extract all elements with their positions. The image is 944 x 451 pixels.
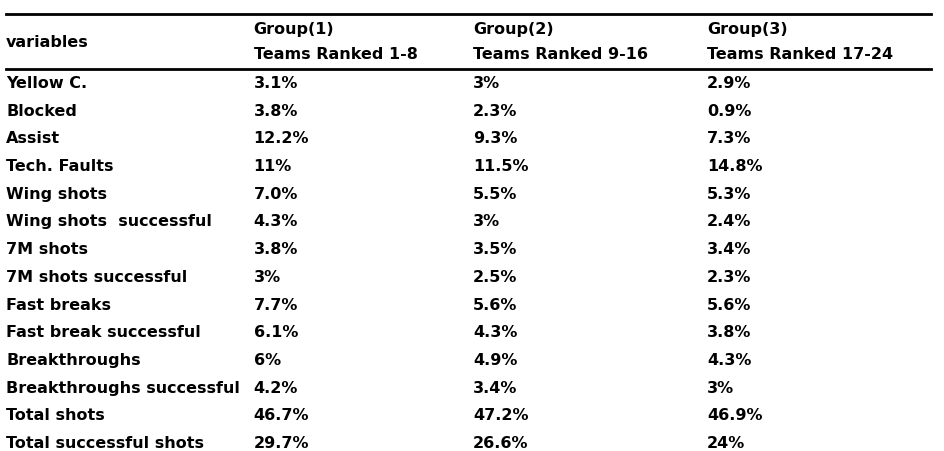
Text: Group(2): Group(2): [473, 23, 554, 37]
Text: 26.6%: 26.6%: [473, 435, 529, 450]
Text: Wing shots  successful: Wing shots successful: [6, 214, 212, 229]
Text: 7M shots successful: 7M shots successful: [6, 269, 187, 284]
Text: Yellow C.: Yellow C.: [6, 76, 87, 91]
Text: 3.4%: 3.4%: [707, 242, 751, 257]
Text: 11%: 11%: [254, 159, 292, 174]
Text: Blocked: Blocked: [6, 103, 76, 118]
Text: 47.2%: 47.2%: [473, 408, 529, 423]
Text: Teams Ranked 17-24: Teams Ranked 17-24: [707, 46, 893, 61]
Text: 46.7%: 46.7%: [254, 408, 310, 423]
Text: 2.9%: 2.9%: [707, 76, 751, 91]
Text: 4.3%: 4.3%: [473, 325, 517, 340]
Text: 3.5%: 3.5%: [473, 242, 517, 257]
Text: 29.7%: 29.7%: [254, 435, 310, 450]
Text: 6%: 6%: [254, 352, 280, 367]
Text: 2.5%: 2.5%: [473, 269, 517, 284]
Text: 5.3%: 5.3%: [707, 186, 751, 201]
Text: 2.4%: 2.4%: [707, 214, 751, 229]
Text: Fast breaks: Fast breaks: [6, 297, 111, 312]
Text: 11.5%: 11.5%: [473, 159, 529, 174]
Text: Breakthroughs successful: Breakthroughs successful: [6, 380, 240, 395]
Text: 0.9%: 0.9%: [707, 103, 751, 118]
Text: 3%: 3%: [254, 269, 280, 284]
Text: 9.3%: 9.3%: [473, 131, 517, 146]
Text: 7.7%: 7.7%: [254, 297, 298, 312]
Text: 24%: 24%: [707, 435, 745, 450]
Text: 2.3%: 2.3%: [707, 269, 751, 284]
Text: Total shots: Total shots: [6, 408, 105, 423]
Text: 46.9%: 46.9%: [707, 408, 763, 423]
Text: 5.6%: 5.6%: [707, 297, 751, 312]
Text: 4.2%: 4.2%: [254, 380, 298, 395]
Text: 3.8%: 3.8%: [254, 242, 298, 257]
Text: variables: variables: [6, 34, 89, 50]
Text: Tech. Faults: Tech. Faults: [6, 159, 113, 174]
Text: 3%: 3%: [707, 380, 733, 395]
Text: 5.6%: 5.6%: [473, 297, 517, 312]
Text: 4.3%: 4.3%: [254, 214, 298, 229]
Text: 3.8%: 3.8%: [707, 325, 751, 340]
Text: 7M shots: 7M shots: [6, 242, 88, 257]
Text: Teams Ranked 1-8: Teams Ranked 1-8: [254, 46, 417, 61]
Text: 4.9%: 4.9%: [473, 352, 517, 367]
Text: 2.3%: 2.3%: [473, 103, 517, 118]
Text: 3.4%: 3.4%: [473, 380, 517, 395]
Text: Total successful shots: Total successful shots: [6, 435, 204, 450]
Text: 3.8%: 3.8%: [254, 103, 298, 118]
Text: Breakthroughs: Breakthroughs: [6, 352, 141, 367]
Text: 12.2%: 12.2%: [254, 131, 310, 146]
Text: 7.3%: 7.3%: [707, 131, 751, 146]
Text: Group(3): Group(3): [707, 23, 787, 37]
Text: 7.0%: 7.0%: [254, 186, 298, 201]
Text: 3%: 3%: [473, 214, 500, 229]
Text: 6.1%: 6.1%: [254, 325, 298, 340]
Text: Wing shots: Wing shots: [6, 186, 107, 201]
Text: 4.3%: 4.3%: [707, 352, 751, 367]
Text: 3.1%: 3.1%: [254, 76, 298, 91]
Text: 5.5%: 5.5%: [473, 186, 517, 201]
Text: 3%: 3%: [473, 76, 500, 91]
Text: Teams Ranked 9-16: Teams Ranked 9-16: [473, 46, 649, 61]
Text: 14.8%: 14.8%: [707, 159, 763, 174]
Text: Fast break successful: Fast break successful: [6, 325, 201, 340]
Text: Assist: Assist: [6, 131, 60, 146]
Text: Group(1): Group(1): [254, 23, 334, 37]
